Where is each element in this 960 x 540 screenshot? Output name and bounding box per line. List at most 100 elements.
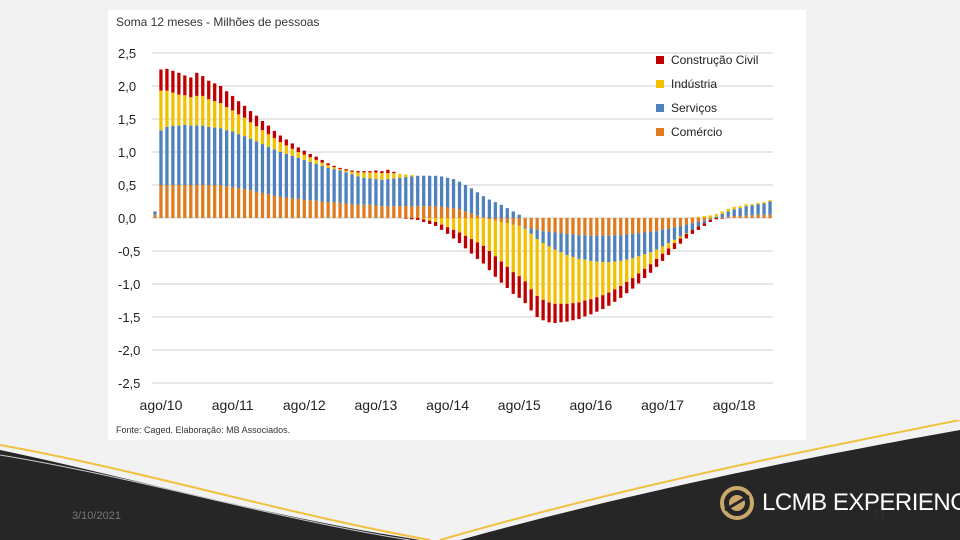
bar-segment [326, 167, 330, 203]
bar-segment [607, 218, 611, 236]
bar-segment [469, 213, 474, 218]
x-tick-label: ago/17 [641, 397, 684, 413]
bar-segment [505, 208, 509, 218]
bar-segment [362, 171, 366, 173]
bar-segment [762, 203, 766, 215]
bar-segment [326, 165, 330, 168]
bar-segment [738, 206, 742, 209]
bar-segment [445, 227, 450, 234]
bar-segment [642, 232, 647, 255]
bar-segment [374, 179, 378, 206]
x-tick-label: ago/13 [355, 397, 398, 413]
bar-segment [332, 165, 336, 168]
bar-segment [625, 234, 629, 260]
bar-segment [672, 239, 677, 244]
bar-segment [183, 75, 187, 96]
x-tick-label: ago/16 [569, 397, 612, 413]
bar-segment [428, 218, 432, 221]
bar-segment [296, 152, 300, 158]
bar-segment [278, 152, 283, 197]
bar-segment [284, 145, 288, 154]
bar-segment [732, 216, 736, 218]
bar-segment [201, 95, 205, 126]
bar-segment [672, 227, 677, 240]
bar-segment [589, 218, 593, 236]
bar-segment [559, 233, 563, 253]
bar-segment [386, 173, 390, 180]
x-tick-label: ago/10 [140, 397, 183, 413]
legend-swatch [656, 128, 664, 136]
bar-segment [601, 295, 605, 310]
bar-segment [422, 218, 426, 220]
bar-segment [553, 232, 557, 250]
bar-segment [523, 227, 527, 229]
bar-segment [362, 204, 366, 218]
bar-segment [469, 239, 474, 254]
bar-segment [207, 80, 211, 100]
bar-segment [535, 295, 539, 317]
bar-segment [159, 69, 163, 91]
bar-segment [481, 217, 486, 218]
bar-segment [595, 218, 599, 236]
bar-segment [195, 185, 199, 218]
bar-segment [439, 176, 444, 207]
bar-segment [398, 173, 402, 178]
bar-segment [236, 114, 241, 135]
bar-segment [410, 175, 414, 177]
bar-segment [242, 136, 247, 189]
bar-segment [416, 206, 420, 218]
bar-segment [577, 302, 581, 319]
bar-segment [493, 202, 497, 218]
bar-segment [642, 254, 647, 269]
bar-segment [266, 134, 271, 147]
bar-segment [499, 221, 503, 262]
bar-segment [702, 218, 706, 221]
bar-segment [260, 192, 265, 218]
bar-segment [374, 205, 378, 218]
bar-segment [583, 235, 587, 260]
bar-segment [571, 303, 575, 321]
bar-segment [368, 172, 372, 179]
bar-segment [224, 107, 229, 131]
bar-segment [481, 245, 486, 264]
bar-segment [523, 218, 527, 228]
bar-segment [368, 171, 372, 173]
bar-segment [493, 218, 497, 221]
bar-segment [380, 206, 384, 218]
bar-segment [266, 194, 271, 218]
bar-segment [272, 130, 277, 139]
bar-segment [487, 219, 492, 251]
bar-segment [392, 206, 396, 218]
bar-segment [404, 218, 408, 219]
bar-segment [224, 91, 229, 108]
y-tick-label: 1,0 [118, 145, 136, 160]
bar-segment [738, 216, 742, 218]
bar-segment [577, 218, 581, 236]
y-tick-label: -2,5 [118, 376, 140, 391]
bar-segment [547, 218, 551, 232]
bar-segment [284, 153, 288, 198]
bar-segment [332, 202, 336, 218]
bar-segment [607, 262, 611, 293]
bar-segment [595, 297, 599, 312]
bar-segment [260, 144, 265, 193]
bar-segment [511, 272, 515, 294]
bar-segment [266, 146, 271, 195]
bar-segment [678, 225, 683, 237]
bar-segment [469, 188, 474, 214]
bar-segment [398, 206, 402, 218]
bar-segment [356, 171, 360, 173]
bar-segment [242, 105, 247, 118]
bar-segment [619, 218, 623, 236]
bar-segment [356, 176, 360, 205]
bar-segment [535, 218, 539, 230]
bar-segment [230, 110, 235, 132]
bar-segment [439, 224, 444, 230]
bar-segment [362, 177, 366, 205]
bar-segment [493, 220, 497, 257]
bar-segment [768, 201, 772, 215]
bar-segment [577, 258, 581, 303]
bar-segment [404, 177, 408, 207]
bar-segment [213, 127, 217, 185]
bar-segment [224, 130, 229, 187]
